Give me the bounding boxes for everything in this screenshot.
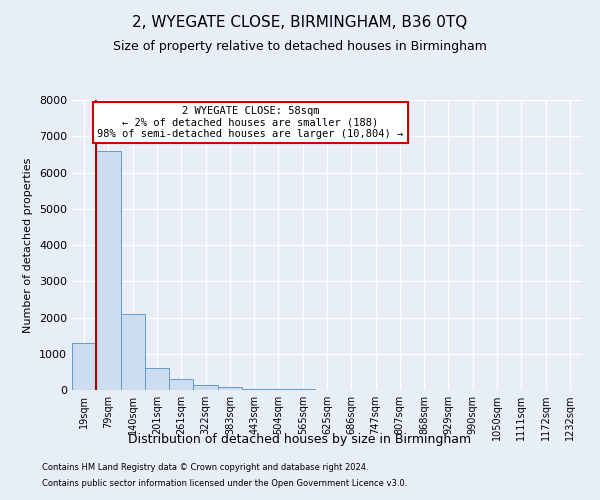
Text: Distribution of detached houses by size in Birmingham: Distribution of detached houses by size … bbox=[128, 432, 472, 446]
Bar bbox=[218, 388, 242, 390]
Bar bbox=[193, 386, 218, 390]
Bar bbox=[242, 388, 266, 390]
Bar bbox=[169, 379, 193, 390]
Bar bbox=[72, 343, 96, 390]
Bar bbox=[266, 389, 290, 390]
Bar bbox=[121, 314, 145, 390]
Text: Contains HM Land Registry data © Crown copyright and database right 2024.: Contains HM Land Registry data © Crown c… bbox=[42, 464, 368, 472]
Text: 2, WYEGATE CLOSE, BIRMINGHAM, B36 0TQ: 2, WYEGATE CLOSE, BIRMINGHAM, B36 0TQ bbox=[133, 15, 467, 30]
Text: Contains public sector information licensed under the Open Government Licence v3: Contains public sector information licen… bbox=[42, 478, 407, 488]
Text: Size of property relative to detached houses in Birmingham: Size of property relative to detached ho… bbox=[113, 40, 487, 53]
Y-axis label: Number of detached properties: Number of detached properties bbox=[23, 158, 34, 332]
Text: 2 WYEGATE CLOSE: 58sqm
← 2% of detached houses are smaller (188)
98% of semi-det: 2 WYEGATE CLOSE: 58sqm ← 2% of detached … bbox=[97, 106, 404, 139]
Bar bbox=[96, 151, 121, 390]
Bar bbox=[145, 368, 169, 390]
